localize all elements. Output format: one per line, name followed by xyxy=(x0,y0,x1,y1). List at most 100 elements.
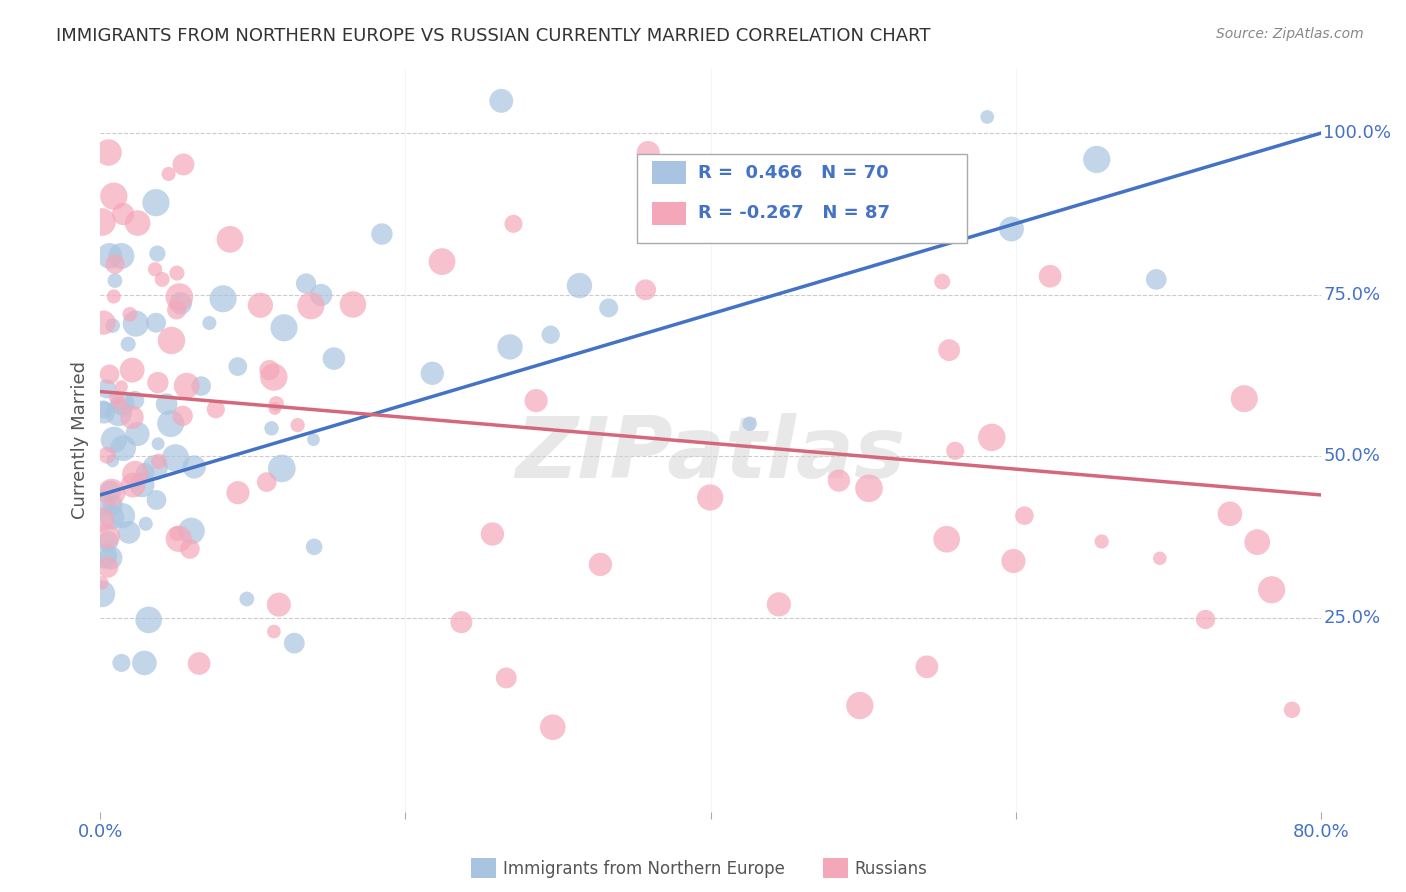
Point xyxy=(104,274,127,288)
Point xyxy=(699,491,721,505)
Point xyxy=(145,195,167,210)
Point xyxy=(1002,554,1025,568)
Point xyxy=(93,405,115,419)
Point xyxy=(1000,222,1022,236)
Bar xyxy=(637,154,967,244)
Y-axis label: Currently Married: Currently Married xyxy=(72,361,89,519)
Point xyxy=(430,254,453,268)
Point xyxy=(134,656,156,670)
Point xyxy=(172,157,194,171)
Point xyxy=(97,529,120,543)
Point xyxy=(637,145,659,160)
Point xyxy=(111,508,134,523)
Point xyxy=(157,167,180,181)
Point xyxy=(491,94,513,108)
Point xyxy=(259,363,281,377)
Point xyxy=(931,275,953,289)
Point xyxy=(828,474,851,488)
Point xyxy=(256,475,278,489)
Point xyxy=(180,524,202,538)
Point xyxy=(97,534,120,549)
Point xyxy=(263,624,285,639)
Point xyxy=(176,378,198,392)
Point xyxy=(183,459,205,474)
Point xyxy=(1149,551,1171,566)
Point xyxy=(568,278,591,293)
Point xyxy=(1091,534,1114,549)
Text: 75.0%: 75.0% xyxy=(1323,285,1381,303)
Point xyxy=(849,698,872,713)
Point xyxy=(97,145,120,160)
Point xyxy=(121,410,143,425)
Point xyxy=(273,320,295,334)
Point xyxy=(112,207,135,221)
Point xyxy=(143,460,166,475)
Point xyxy=(93,316,115,330)
Point xyxy=(150,272,173,286)
Text: Immigrants from Northern Europe: Immigrants from Northern Europe xyxy=(503,860,785,878)
Point xyxy=(371,227,394,241)
Point xyxy=(287,418,309,433)
Point xyxy=(122,478,145,492)
Point xyxy=(156,397,179,411)
Point xyxy=(938,343,960,358)
Point xyxy=(450,615,472,630)
Point xyxy=(302,540,325,554)
Point xyxy=(226,485,249,500)
Point xyxy=(481,527,503,541)
Point xyxy=(90,512,112,526)
Point xyxy=(110,656,132,670)
Bar xyxy=(652,161,686,185)
Text: 50.0%: 50.0% xyxy=(1323,447,1381,465)
Point xyxy=(143,262,166,277)
Point xyxy=(169,290,191,304)
Point xyxy=(943,443,966,458)
Point xyxy=(495,671,517,685)
Point xyxy=(219,232,242,246)
Point xyxy=(166,526,188,541)
Point xyxy=(103,289,125,303)
Point xyxy=(260,421,283,435)
Point xyxy=(166,302,188,317)
Point xyxy=(1246,535,1268,549)
Text: Russians: Russians xyxy=(855,860,928,878)
Point xyxy=(661,206,683,220)
Point xyxy=(98,368,121,382)
Point xyxy=(108,396,131,410)
Point xyxy=(226,359,249,374)
Point xyxy=(980,430,1002,444)
Point xyxy=(1281,703,1303,717)
Point xyxy=(322,351,344,366)
Point xyxy=(131,478,153,492)
Point xyxy=(1219,507,1241,521)
Point xyxy=(420,366,443,380)
Point xyxy=(159,417,181,431)
Bar xyxy=(652,202,686,226)
Point xyxy=(915,660,938,674)
Point xyxy=(100,510,122,524)
Point xyxy=(145,316,167,330)
Point xyxy=(779,214,801,228)
Point xyxy=(100,550,122,565)
Point xyxy=(524,393,547,408)
Point xyxy=(165,450,187,465)
Point xyxy=(96,448,118,462)
Point xyxy=(270,461,292,475)
Point xyxy=(135,516,157,531)
Point xyxy=(127,216,149,230)
Point xyxy=(91,402,114,417)
Point xyxy=(1144,272,1167,286)
Point xyxy=(146,246,169,260)
Point xyxy=(541,720,564,734)
Point xyxy=(117,337,139,351)
Point xyxy=(111,396,134,410)
Point xyxy=(299,299,322,313)
Point xyxy=(110,379,132,393)
Point xyxy=(101,318,124,333)
Text: ZIPatlas: ZIPatlas xyxy=(516,413,905,496)
Point xyxy=(125,317,148,331)
Text: 25.0%: 25.0% xyxy=(1323,608,1381,627)
Point xyxy=(112,442,135,456)
Point xyxy=(1260,582,1282,597)
Point xyxy=(118,525,141,540)
